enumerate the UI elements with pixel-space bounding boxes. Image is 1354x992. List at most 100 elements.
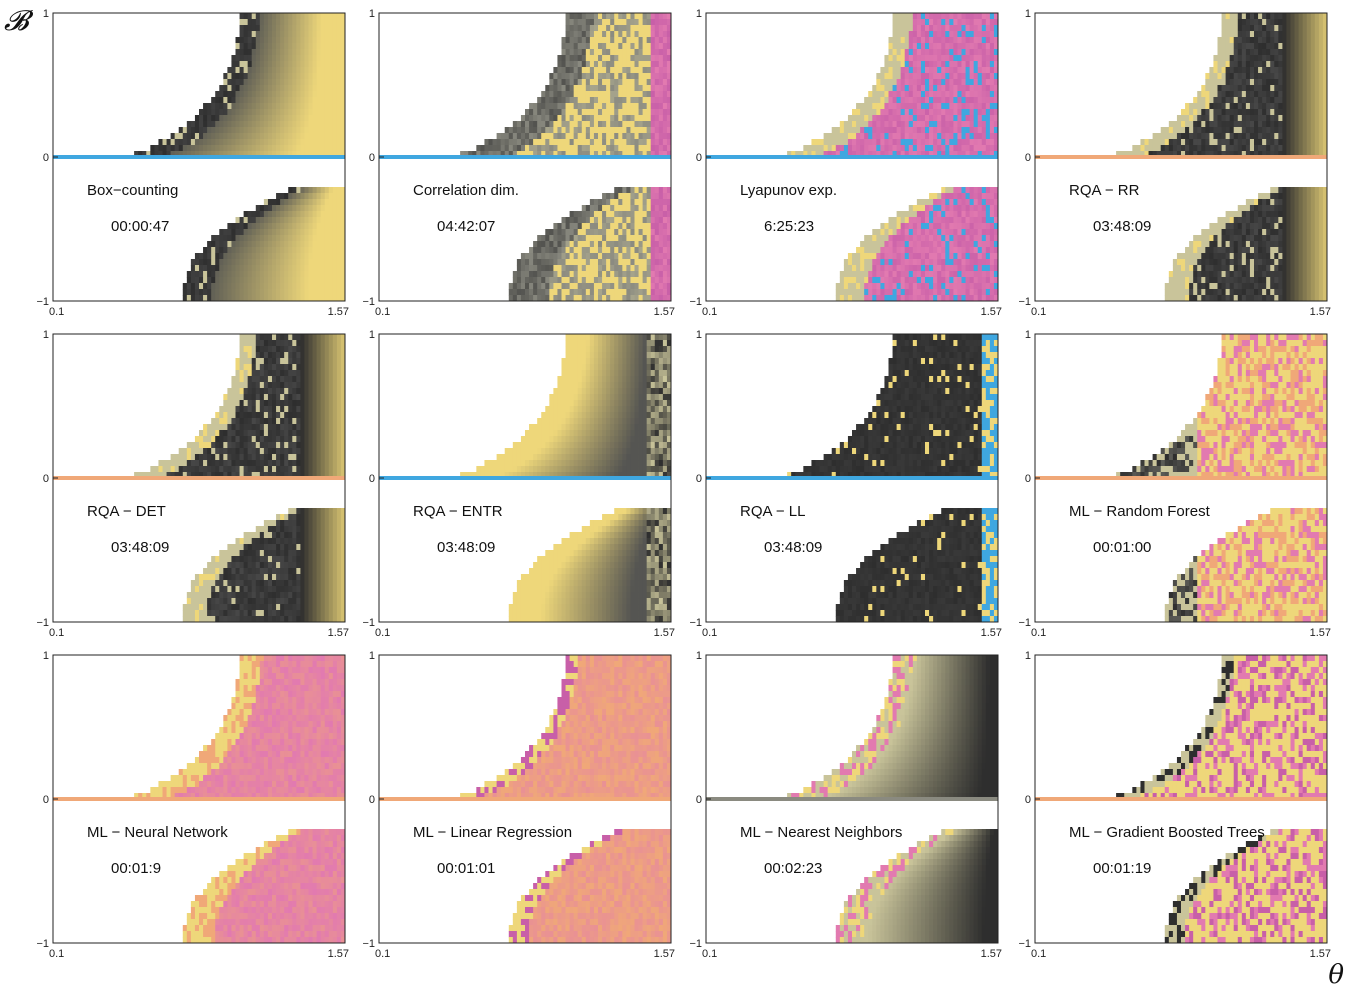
heatmap-cell — [239, 133, 245, 140]
heatmap-cell — [272, 271, 277, 278]
heatmap-cell — [537, 121, 542, 128]
heatmap-cell — [981, 139, 987, 146]
heatmap-cell — [965, 73, 971, 80]
heatmap-cell — [1249, 115, 1255, 122]
heatmap-cell — [308, 79, 313, 86]
heatmap-cell — [933, 145, 938, 152]
heatmap-cell — [336, 187, 342, 194]
heatmap-cell — [953, 133, 958, 140]
heatmap-cell — [1298, 97, 1304, 104]
heatmap-cell — [239, 229, 245, 236]
heatmap-cell — [965, 97, 971, 104]
panel-title: Box−counting — [87, 182, 178, 199]
heatmap-cell — [626, 133, 631, 140]
heatmap-cell — [573, 115, 579, 122]
heatmap-cell — [654, 103, 660, 110]
heatmap-cell — [961, 295, 966, 302]
heatmap-cell — [537, 109, 542, 116]
heatmap-cell — [565, 139, 571, 146]
heatmap-cell — [328, 217, 334, 224]
heatmap-cell — [872, 133, 877, 140]
heatmap-cell — [288, 193, 293, 200]
heatmap-cell — [1302, 19, 1308, 26]
heatmap-cell — [251, 61, 257, 68]
heatmap-cell — [945, 217, 950, 224]
heatmap-cell — [650, 205, 656, 212]
heatmap-cell — [977, 109, 983, 116]
heatmap-cell — [945, 253, 950, 260]
heatmap-cell — [1233, 49, 1239, 56]
heatmap-cell — [1217, 139, 1222, 146]
heatmap-cell — [1249, 13, 1255, 20]
heatmap-cell — [508, 151, 514, 158]
heatmap-cell — [593, 199, 599, 206]
heatmap-cell — [243, 13, 249, 20]
heatmap-cell — [929, 295, 934, 302]
heatmap-cell — [920, 13, 926, 20]
heatmap-cell — [969, 73, 975, 80]
heatmap-cell — [276, 205, 281, 212]
heatmap-cell — [158, 145, 163, 152]
heatmap-cell — [589, 43, 595, 50]
heatmap-cell — [642, 49, 648, 56]
heatmap-cell — [1306, 145, 1312, 152]
heatmap-cell — [880, 139, 885, 146]
heatmap-cell — [614, 133, 619, 140]
heatmap-cell — [614, 103, 619, 110]
heatmap-cell — [993, 289, 999, 296]
heatmap-cell — [634, 139, 639, 146]
heatmap-cell — [993, 295, 999, 302]
heatmap-cell — [581, 55, 587, 62]
heatmap-cell — [272, 289, 277, 296]
heatmap-cell — [610, 55, 615, 62]
x-tick-label: 0.1 — [49, 306, 64, 318]
heatmap-cell — [634, 115, 639, 122]
heatmap-cell — [622, 187, 627, 194]
heatmap-cell — [263, 295, 269, 302]
heatmap-cell — [324, 211, 330, 218]
heatmap-cell — [312, 295, 318, 302]
heatmap-cell — [288, 259, 293, 266]
heatmap-cell — [618, 295, 623, 302]
heatmap-cell — [1298, 79, 1304, 86]
heatmap-cell — [1245, 109, 1251, 116]
heatmap-cell — [565, 49, 571, 56]
heatmap-cell — [340, 25, 346, 32]
heatmap-cell — [561, 247, 566, 254]
heatmap-cell — [610, 139, 615, 146]
heatmap-cell — [332, 139, 338, 146]
heatmap-cell — [581, 295, 587, 302]
heatmap-cell — [949, 283, 954, 290]
heatmap-cell — [1217, 145, 1222, 152]
heatmap-cell — [642, 193, 648, 200]
heatmap-cell — [1282, 145, 1287, 152]
heatmap-cell — [577, 151, 583, 158]
heatmap-cell — [835, 127, 841, 134]
heatmap-cell — [662, 295, 668, 302]
heatmap-cell — [174, 151, 180, 158]
heatmap-cell — [868, 115, 873, 122]
heatmap-cell — [646, 295, 652, 302]
heatmap-cell — [900, 67, 906, 74]
heatmap-cell — [650, 67, 656, 74]
heatmap-cell — [207, 139, 212, 146]
heatmap-cell — [953, 193, 958, 200]
heatmap-cell — [585, 151, 591, 158]
heatmap-cell — [336, 265, 342, 272]
heatmap-cell — [549, 121, 554, 128]
heatmap-cell — [606, 115, 611, 122]
heatmap-cell — [646, 115, 652, 122]
heatmap-cell — [856, 289, 861, 296]
heatmap-cell — [929, 127, 934, 134]
heatmap-cell — [945, 187, 950, 194]
heatmap-cell — [174, 145, 180, 152]
heatmap-cell — [190, 139, 196, 146]
heatmap-cell — [961, 211, 966, 218]
heatmap-cell — [170, 145, 176, 152]
heatmap-cell — [827, 139, 833, 146]
heatmap-cell — [336, 79, 342, 86]
heatmap-cell — [276, 247, 281, 254]
heatmap-cell — [320, 67, 326, 74]
heatmap-cell — [892, 253, 898, 260]
heatmap-cell — [520, 145, 526, 152]
